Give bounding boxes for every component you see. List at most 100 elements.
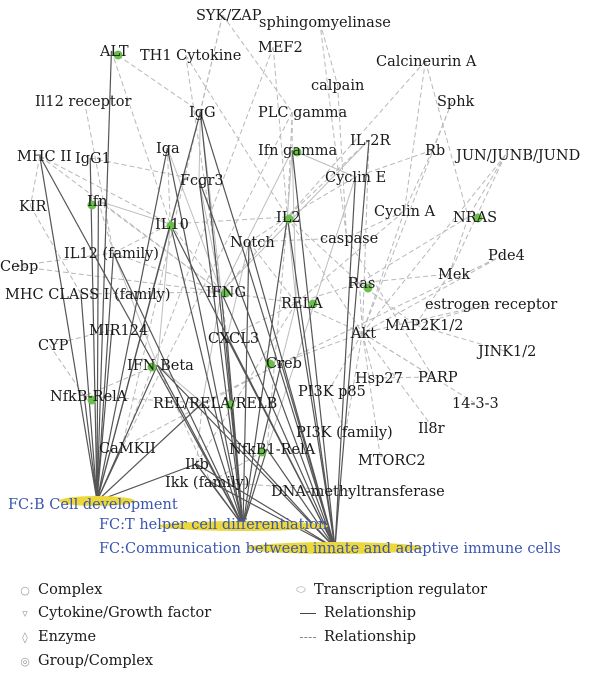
function-edge: [201, 402, 244, 527]
function-edge: [334, 176, 356, 549]
relationship-edge-solid: [201, 291, 222, 404]
relationship-edge-dashed: [287, 216, 360, 284]
node-label-relrela: REL/RELA/RELB: [153, 396, 277, 412]
relationship-edge-dashed: [319, 21, 339, 86]
node-label-th1: TH1 Cytokine: [140, 48, 241, 64]
node-label-cxcl3: CXCL3: [208, 331, 259, 347]
relationship-edge-solid: [220, 149, 293, 293]
node-label-syk: SYK/ZAP: [196, 8, 262, 24]
node-label-mtorc2: MTORC2: [358, 453, 426, 469]
relationship-edge-dashed: [361, 332, 382, 461]
relationship-edge-dashed: [49, 329, 112, 346]
legend-label: Cytokine/Growth factor: [38, 605, 212, 621]
function-edge: [242, 448, 268, 527]
node-label-ifng: IFNG: [206, 285, 246, 301]
relationship-edge-dashed: [344, 332, 363, 433]
node-label-parp: PARP: [418, 370, 458, 386]
enzyme-icon: ◊: [22, 630, 28, 644]
node-label-plcg: PLC gamma: [258, 105, 348, 121]
node-label-p1433: 14-3-3: [452, 396, 499, 412]
relationship-edge-dashed: [121, 14, 224, 449]
node-label-estrogen: estrogen receptor: [425, 297, 557, 313]
node-label-calcineurin: Calcineurin A: [376, 54, 477, 70]
node-label-igg1: IgG1: [75, 151, 111, 167]
node-label-camkii: CaMKII: [99, 441, 156, 457]
legend-label: Complex: [38, 582, 103, 598]
relationship-edge-solid: [156, 223, 171, 366]
node-label-pi3kp85: PI3K p85: [298, 384, 366, 400]
relationship-edge-dashed: [39, 155, 171, 225]
relationship-edge-dashed: [248, 241, 297, 304]
legend: ○ Complex ▿ Cytokine/Growth factor ◊ Enz…: [0, 578, 600, 680]
relationship-edge-dashed: [84, 364, 158, 397]
node-highlight-dot: [225, 400, 235, 410]
node-label-mir124: MIR124: [89, 323, 148, 339]
relationship-edge-dashed: [111, 50, 201, 113]
relationship-edge-solid: [292, 149, 356, 178]
node-highlight-dot: [292, 147, 302, 157]
edge-layer: [15, 14, 506, 549]
relationship-edge-dashed: [169, 223, 222, 293]
node-label-calpain: calpain: [311, 78, 364, 94]
node-highlight-dot: [87, 200, 97, 210]
function-edge: [226, 337, 244, 527]
relationship-edge-solid: [286, 149, 293, 218]
function-label-layer: FC:B Cell development FC:T helper cell di…: [8, 497, 561, 557]
node-label-il8r: Il8r: [418, 421, 445, 437]
relationship-edge-dashed: [272, 46, 288, 218]
function-edge: [96, 463, 197, 502]
node-label-creb: Creb: [266, 356, 302, 372]
function-edge: [96, 200, 99, 502]
function-edge: [196, 463, 336, 549]
relationship-edge-dashed: [202, 362, 282, 404]
node-label-nras: NRAS: [453, 210, 497, 226]
relationship-edge-dashed: [359, 216, 469, 284]
node-label-ifn: Ifn: [87, 194, 107, 210]
legend-item-transcription: ⬭ Transcription regulator: [288, 582, 487, 598]
function-edge: [39, 155, 244, 527]
node-label-il12r: Il12 receptor: [35, 94, 131, 110]
group-icon: ◎: [20, 654, 30, 668]
relationship-edge-dashed: [403, 149, 434, 212]
relationship-edge-dashed: [15, 265, 222, 293]
node-highlight-dot: [166, 221, 176, 231]
legend-item-cytokine: ▿ Cytokine/Growth factor: [12, 605, 211, 621]
node-label-mef2: MEF2: [258, 40, 303, 56]
dashed-line-icon: [300, 636, 316, 638]
node-label-pde4: Pde4: [488, 248, 525, 264]
relationship-edge-dashed: [327, 390, 346, 433]
relationship-edge-dashed: [337, 84, 348, 239]
relationship-edge-dashed: [362, 332, 476, 404]
legend-item-enzyme: ◊ Enzyme: [12, 629, 96, 645]
node-highlight-dot: [473, 213, 483, 223]
relationship-edge-dashed: [414, 273, 450, 326]
node-label-ikb: Ikb: [185, 457, 209, 473]
node-label-il12f: IL12 (family): [64, 246, 159, 262]
relationship-edge-dashed: [295, 302, 363, 334]
relationship-edge-dashed: [121, 362, 282, 449]
node-label-notch: Notch: [230, 235, 275, 251]
node-label-alt: ALT: [99, 44, 129, 60]
relationship-edge-dashed: [222, 14, 293, 113]
legend-label: Enzyme: [38, 629, 97, 645]
relationship-edge-dashed: [373, 376, 434, 379]
function-label-fc1: FC:B Cell development: [8, 497, 178, 513]
node-highlight-dot: [363, 283, 373, 293]
function-edge: [286, 216, 336, 549]
node-label-ras: Ras: [348, 276, 375, 292]
relationship-edge-dashed: [286, 111, 293, 218]
relationship-edge-dashed: [415, 303, 490, 326]
node-label-rb: Rb: [425, 143, 445, 159]
relationship-edge-dashed: [432, 100, 453, 151]
function-edge: [199, 111, 336, 549]
relationship-edge-solid: [280, 302, 297, 364]
node-label-sphingo: sphingomyelinase: [259, 15, 391, 31]
relationship-edge-dashed: [467, 154, 506, 218]
node-highlight-layer: [87, 50, 483, 457]
complex-icon: ○: [20, 583, 30, 597]
function-edge: [96, 329, 113, 502]
cytokine-icon: ▿: [22, 606, 28, 620]
solid-line-icon: [300, 612, 316, 614]
node-label-pi3kf: PI3K (family): [296, 425, 393, 441]
node-label-sphk: Sphk: [437, 94, 475, 110]
